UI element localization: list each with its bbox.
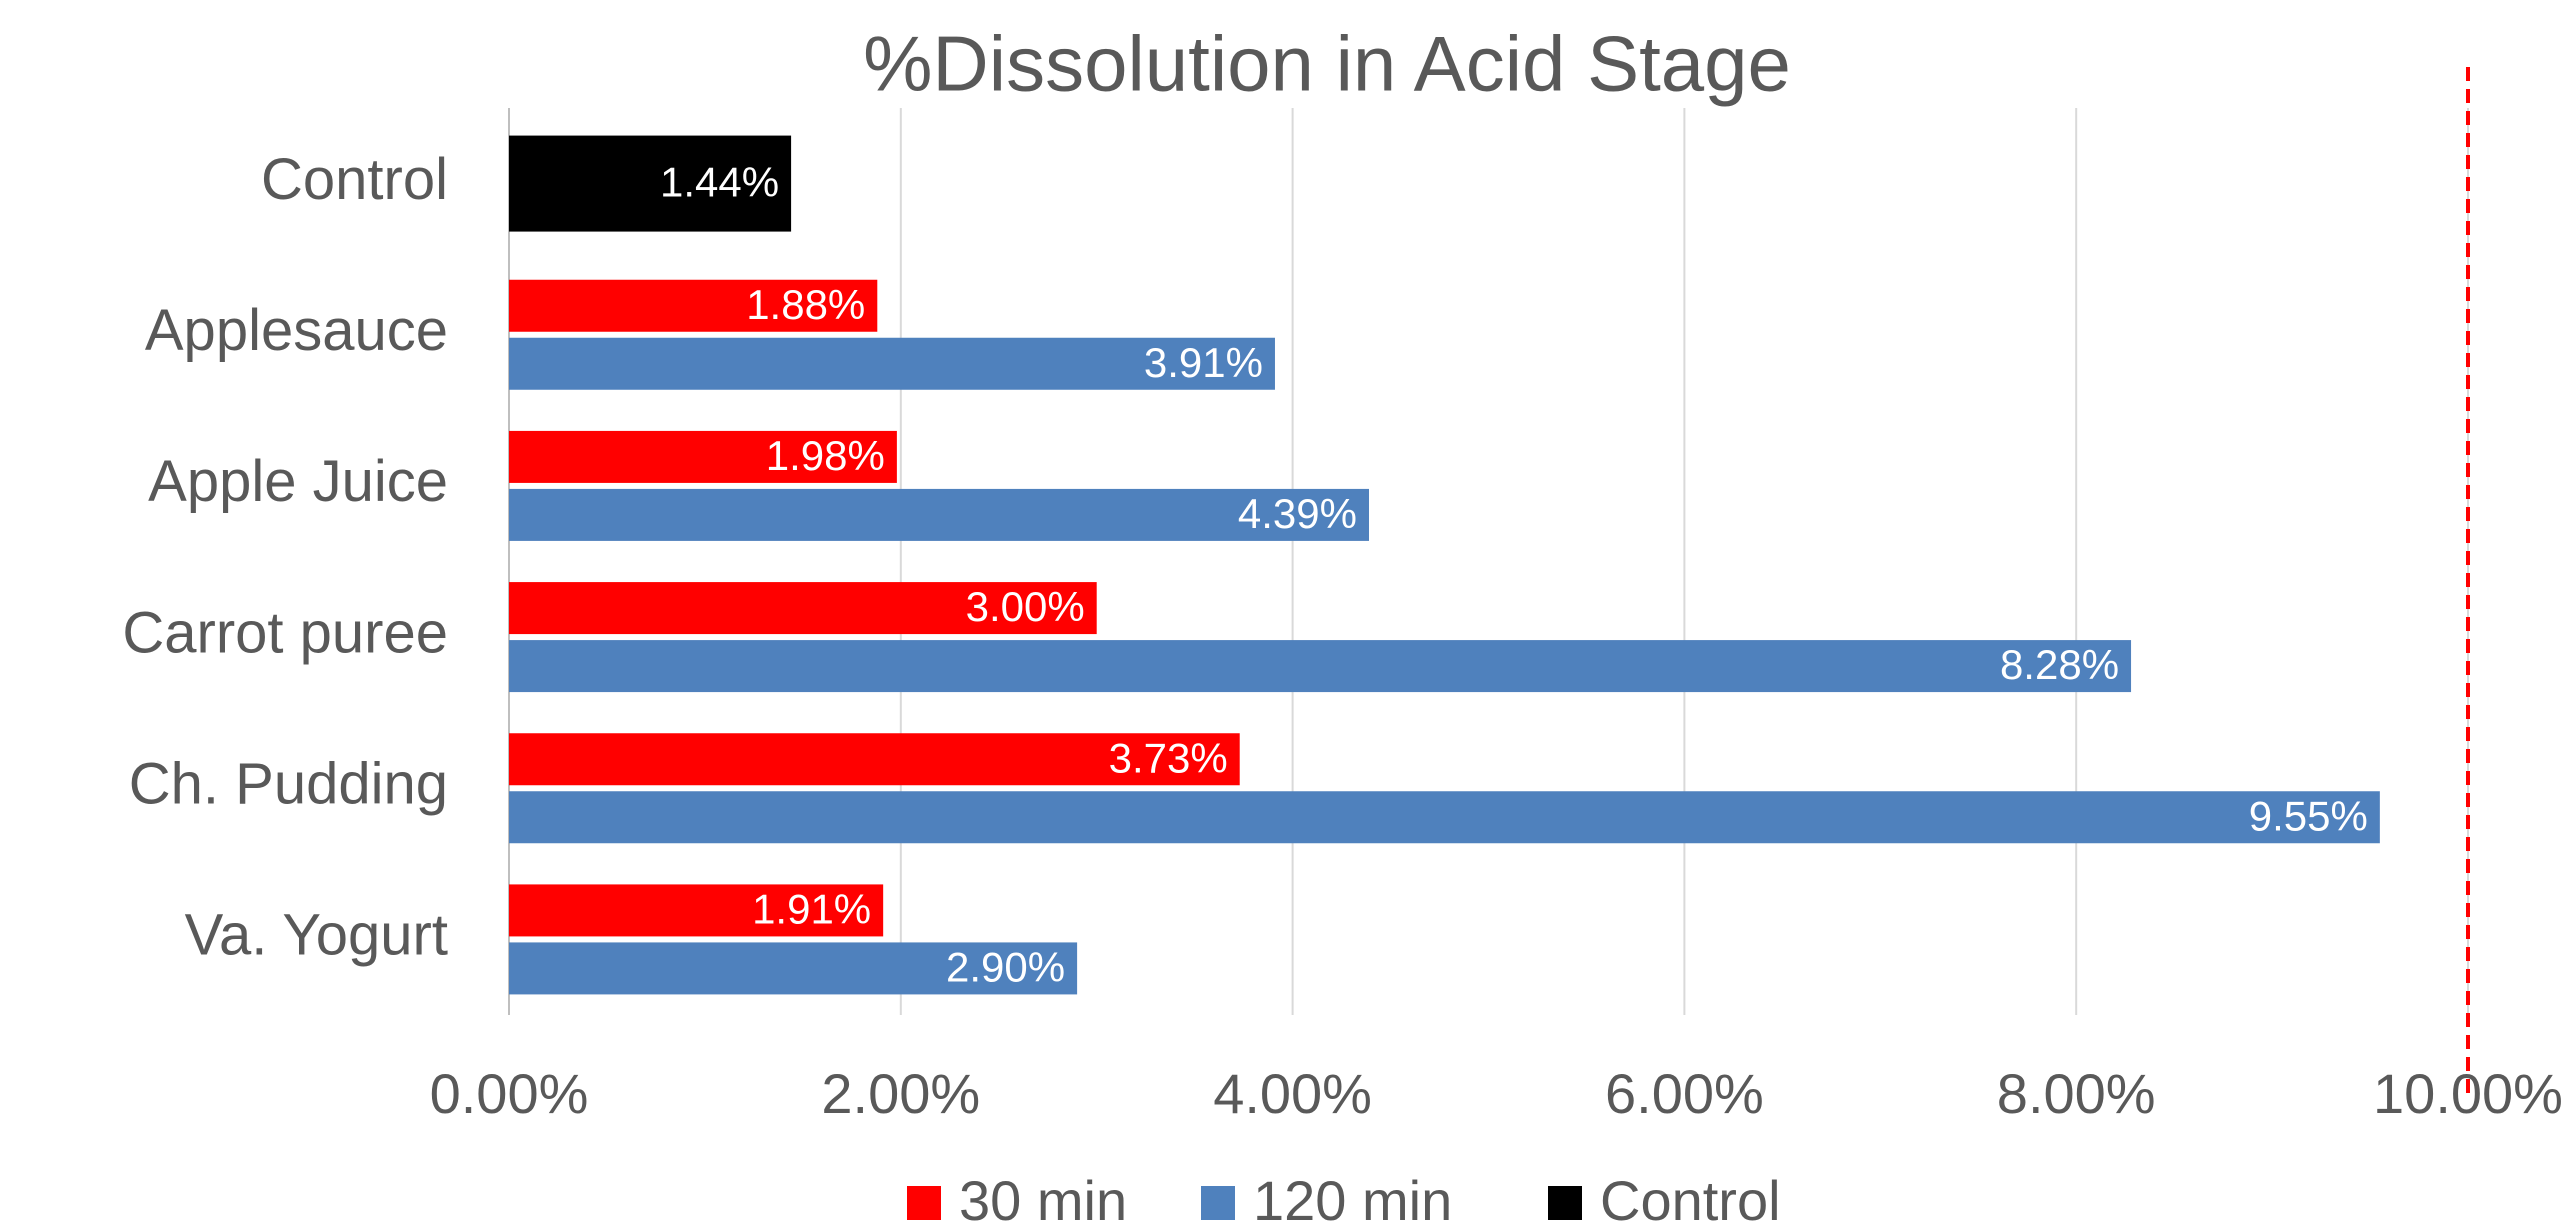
data-label: 3.91% — [1144, 339, 1263, 386]
data-label: 3.00% — [966, 583, 1085, 630]
y-tick-label: Va. Yogurt — [185, 903, 448, 968]
data-label: 1.91% — [752, 886, 871, 933]
legend-swatch — [1201, 1186, 1235, 1220]
x-tick-label: 2.00% — [821, 1062, 980, 1125]
y-tick-label: Apple Juice — [148, 449, 448, 514]
y-tick-label: Carrot puree — [122, 600, 448, 665]
y-tick-label: Control — [261, 147, 448, 212]
bar — [509, 640, 2132, 693]
data-label: 1.98% — [766, 432, 885, 479]
x-tick-label: 8.00% — [1997, 1062, 2156, 1125]
y-tick-label: Applesauce — [145, 298, 448, 363]
y-tick-label: Ch. Pudding — [129, 752, 448, 817]
bar — [509, 582, 1097, 635]
data-label: 4.39% — [1238, 490, 1357, 537]
data-label: 1.88% — [746, 281, 865, 328]
legend-swatch — [1548, 1186, 1582, 1220]
data-label: 8.28% — [2000, 641, 2119, 688]
bar — [509, 430, 897, 483]
data-label: 2.90% — [946, 944, 1065, 991]
legend-label: 30 min — [959, 1169, 1127, 1232]
data-label: 1.44% — [660, 159, 779, 206]
bar — [509, 733, 1240, 786]
bar — [509, 135, 792, 232]
data-label: 9.55% — [2249, 792, 2368, 839]
x-tick-label: 0.00% — [430, 1062, 589, 1125]
bar — [509, 488, 1370, 541]
bar — [509, 942, 1078, 995]
bar — [509, 884, 884, 937]
legend-label: Control — [1600, 1169, 1781, 1232]
x-tick-label: 4.00% — [1213, 1062, 1372, 1125]
x-tick-label: 10.00% — [2373, 1062, 2563, 1125]
legend-swatch — [907, 1186, 941, 1220]
x-tick-label: 6.00% — [1605, 1062, 1764, 1125]
bar — [509, 337, 1275, 390]
bar — [509, 279, 878, 332]
bar — [509, 791, 2380, 844]
legend-label: 120 min — [1253, 1169, 1452, 1232]
chart-title: %Dissolution in Acid Stage — [863, 20, 1791, 108]
data-label: 3.73% — [1109, 734, 1228, 781]
